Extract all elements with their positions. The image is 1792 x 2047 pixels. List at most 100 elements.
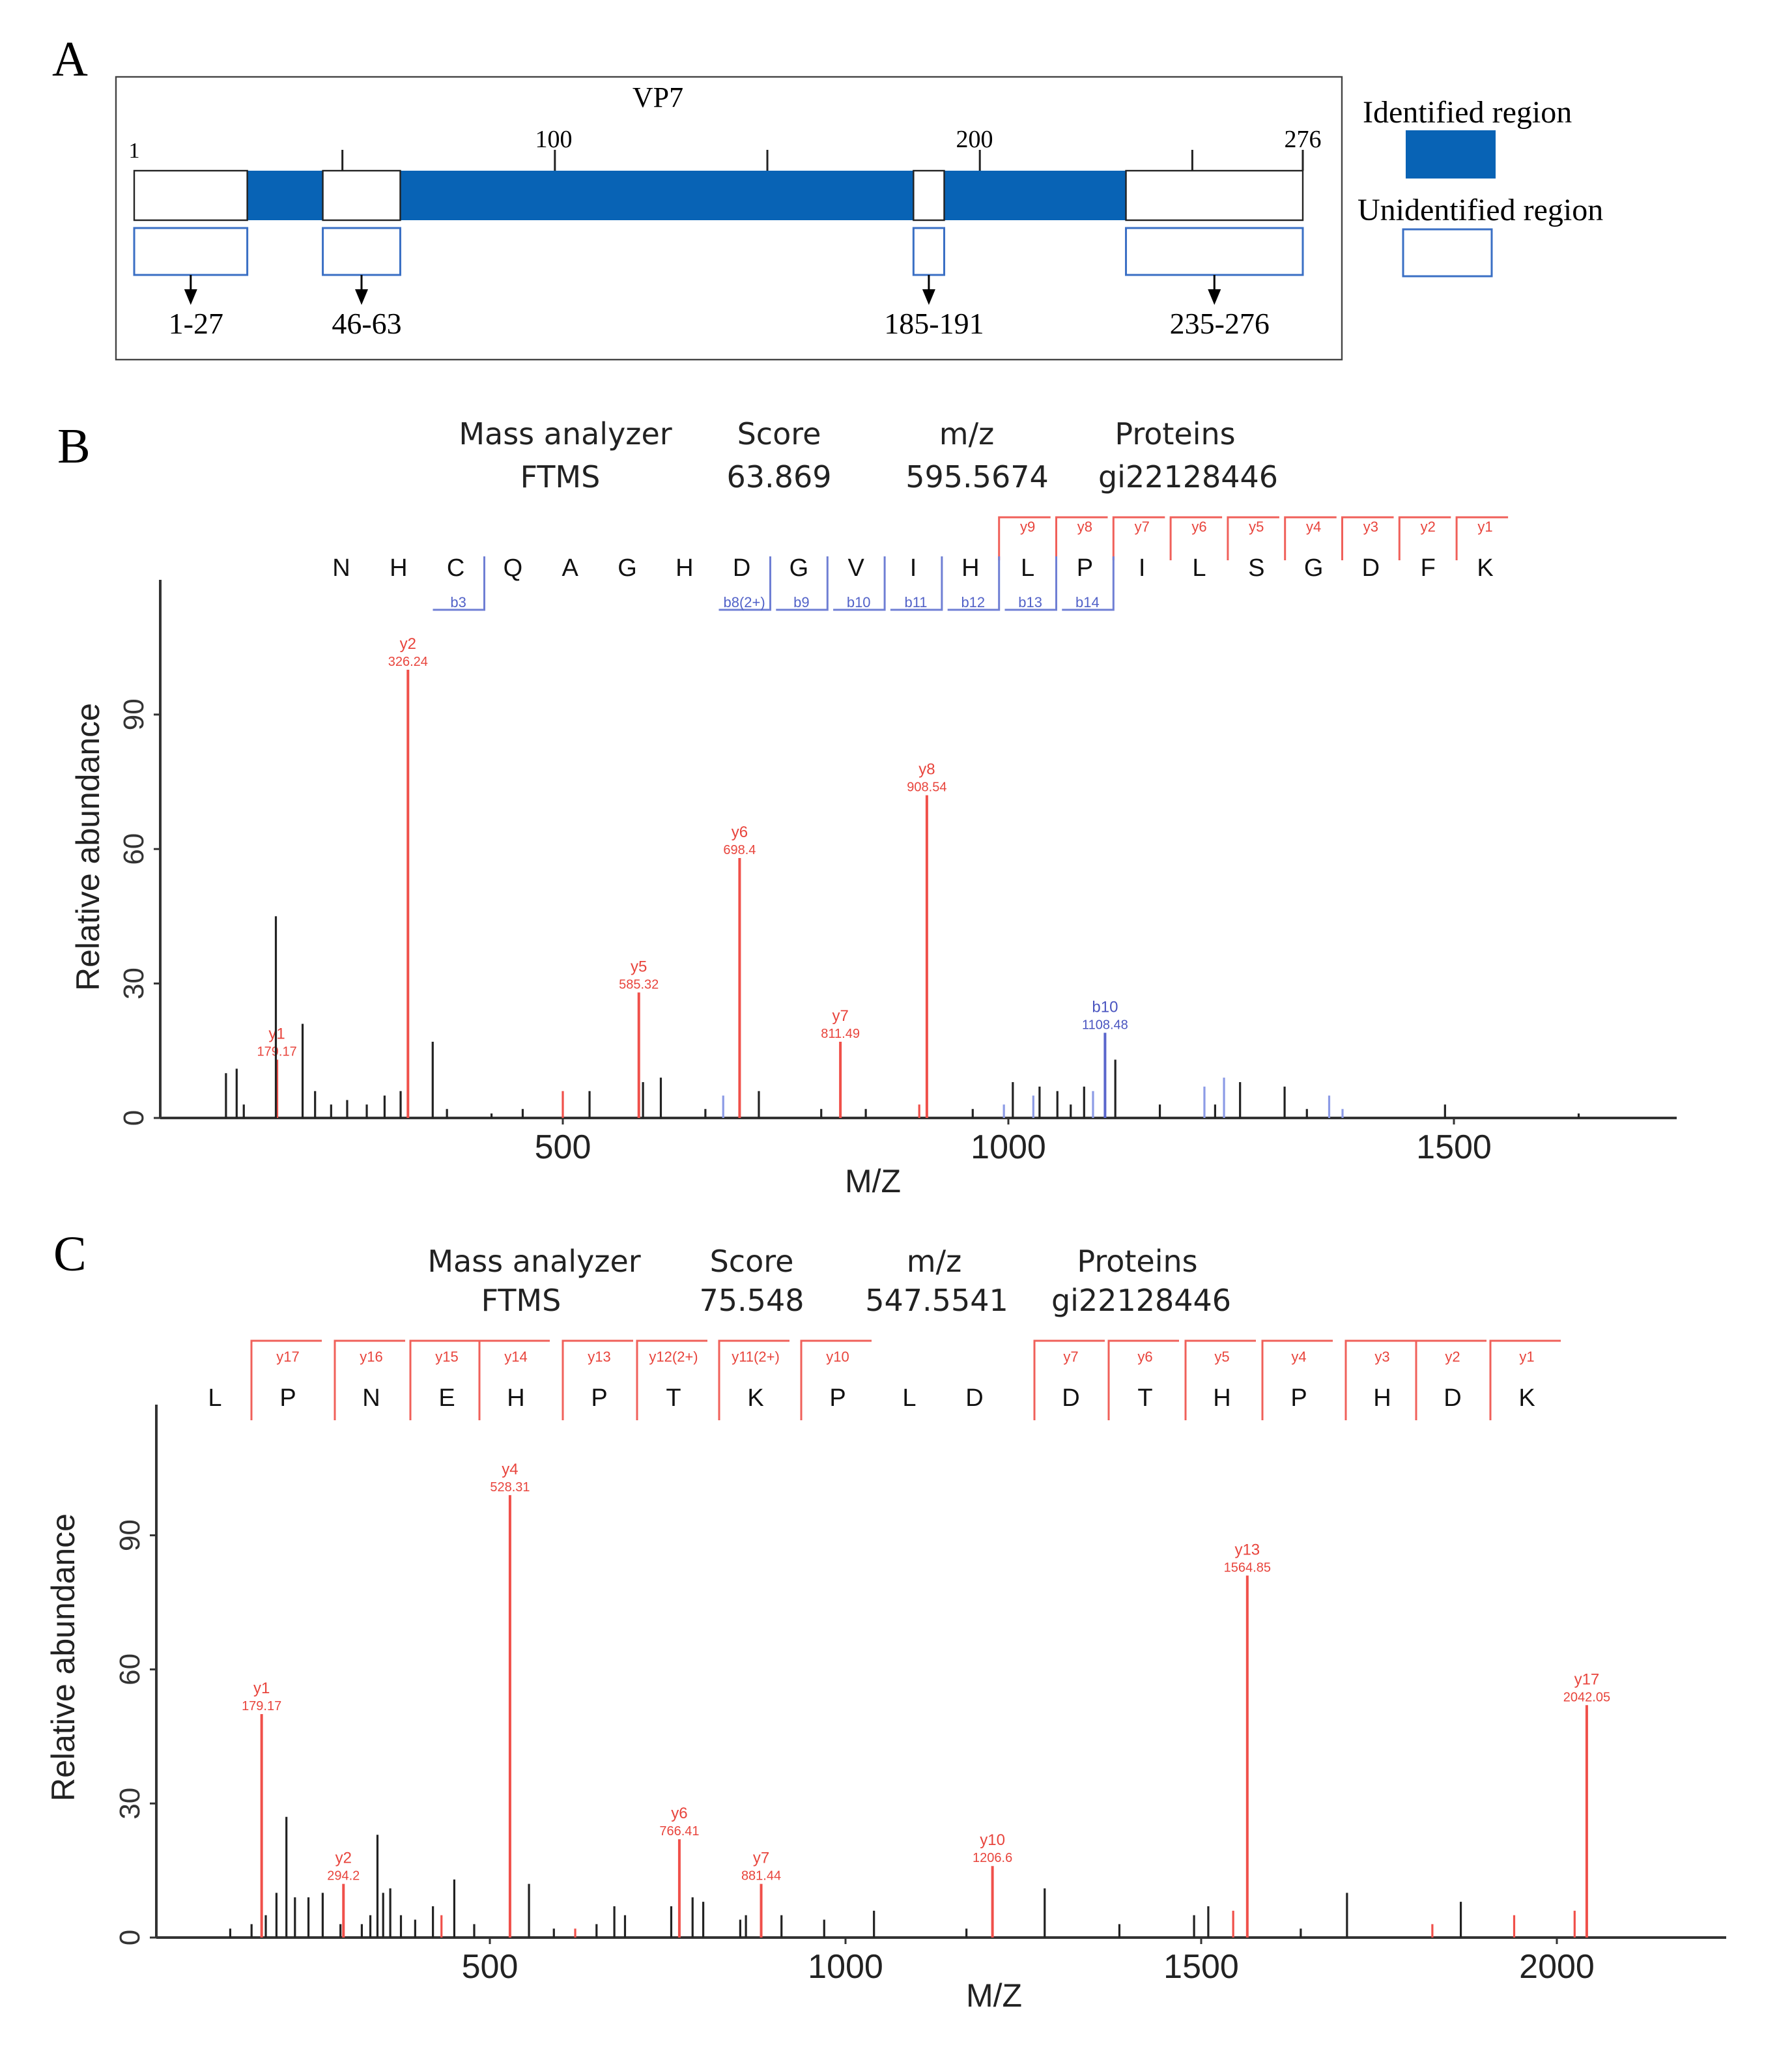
y-ion-bracket bbox=[562, 1339, 633, 1420]
peak-ion-label: y1 bbox=[268, 1025, 285, 1043]
y-tick-label: 60 bbox=[114, 1653, 146, 1685]
y-ion-bracket bbox=[250, 1339, 322, 1420]
residue: N bbox=[332, 554, 350, 582]
residue: G bbox=[1304, 554, 1324, 582]
score-value: 75.548 bbox=[700, 1283, 804, 1318]
y-ion-label: y6 bbox=[1191, 519, 1206, 535]
x-tick-label: 1000 bbox=[971, 1128, 1046, 1166]
legend-identified-label: Identified region bbox=[1363, 95, 1572, 130]
y-ion-label: y9 bbox=[1020, 519, 1035, 535]
b-ion-label: b3 bbox=[450, 594, 466, 610]
y-tick-label: 0 bbox=[118, 1110, 150, 1126]
peak-mz-label: 179.17 bbox=[257, 1045, 297, 1059]
x-tick-label: 500 bbox=[462, 1948, 519, 1986]
peak-ion-label: y6 bbox=[671, 1805, 687, 1822]
peak-ion-label: b10 bbox=[1092, 998, 1118, 1016]
b-ion-label: b9 bbox=[793, 594, 809, 610]
residue: K bbox=[747, 1384, 763, 1412]
residue: I bbox=[1139, 554, 1146, 582]
peak-mz-label: 528.31 bbox=[490, 1480, 530, 1495]
y-ion-bracket bbox=[1227, 516, 1279, 560]
diagram-frame bbox=[115, 76, 1343, 361]
y-tick-label: 90 bbox=[118, 698, 150, 730]
residue: P bbox=[829, 1384, 846, 1412]
mz-label: m/z bbox=[939, 416, 994, 451]
proteins-label: Proteins bbox=[1115, 416, 1235, 451]
y-ion-bracket bbox=[1112, 516, 1165, 560]
y-ion-bracket bbox=[800, 1339, 872, 1420]
mz-value: 595.5674 bbox=[905, 459, 1049, 494]
y-ion-bracket bbox=[1284, 516, 1337, 560]
y-ion-bracket bbox=[998, 516, 1051, 560]
residue: D bbox=[733, 554, 750, 582]
y-ion-label: y8 bbox=[1077, 519, 1092, 535]
arrow-down-icon bbox=[355, 289, 369, 305]
y-ion-label: y13 bbox=[588, 1349, 610, 1365]
peak-mz-label: 766.41 bbox=[659, 1824, 699, 1839]
unidentified-segment bbox=[913, 169, 945, 222]
unidentified-segment bbox=[133, 169, 248, 222]
residue: H bbox=[961, 554, 979, 582]
x-axis-label: M/Z bbox=[845, 1163, 901, 1199]
b-ion-label: b8(2+) bbox=[723, 594, 765, 610]
y-ion-label: y1 bbox=[1477, 519, 1492, 535]
peak-ion-label: y2 bbox=[335, 1850, 352, 1867]
y-ion-label: y6 bbox=[1137, 1349, 1152, 1365]
residue: Q bbox=[504, 554, 523, 582]
scale-label-200: 200 bbox=[956, 126, 993, 153]
region-range-label: 46-63 bbox=[332, 307, 401, 340]
peak-ion-label: y1 bbox=[253, 1680, 270, 1697]
residue: L bbox=[1192, 554, 1206, 582]
residue: C bbox=[447, 554, 464, 582]
y-ion-label: y5 bbox=[1249, 519, 1264, 535]
residue: I bbox=[910, 554, 917, 582]
peak-ion-label: y8 bbox=[918, 761, 935, 779]
peak-mz-label: 294.2 bbox=[327, 1869, 360, 1883]
peptide-sequence: N H C Q A G H D G V I H L P I L S G D F Ky9 y8 y7 y6 y5 y4 y3 y2 y1 b… bbox=[332, 516, 1509, 611]
peak-mz-label: 1564.85 bbox=[1224, 1560, 1271, 1575]
b-ion-bracket bbox=[718, 556, 771, 611]
y-ion-label: y7 bbox=[1063, 1349, 1078, 1365]
residue: D bbox=[1062, 1384, 1079, 1412]
protein-value: gi22128446 bbox=[1051, 1283, 1231, 1318]
score-label: Score bbox=[737, 416, 821, 451]
y-tick-label: 0 bbox=[114, 1930, 146, 1945]
b-ion-bracket bbox=[433, 556, 485, 611]
y-axis-label: Relative abundance bbox=[45, 1513, 81, 1801]
peak-ion-label: y13 bbox=[1234, 1541, 1260, 1558]
y-tick-label: 30 bbox=[118, 967, 150, 999]
y-tick-label: 60 bbox=[118, 833, 150, 865]
peak-mz-label: 908.54 bbox=[907, 780, 946, 795]
peak-mz-label: 2042.05 bbox=[1563, 1690, 1610, 1704]
y-ion-bracket bbox=[636, 1339, 707, 1420]
panel-label-a: A bbox=[52, 32, 88, 87]
peak-mz-label: 811.49 bbox=[821, 1027, 860, 1041]
unidentified-region-box bbox=[912, 227, 945, 276]
residue: G bbox=[618, 554, 637, 582]
legend-unidentified-label: Unidentified region bbox=[1358, 193, 1603, 227]
proteins-label: Proteins bbox=[1077, 1244, 1197, 1279]
y-ion-bracket bbox=[1398, 516, 1451, 560]
scale-label-100: 100 bbox=[535, 126, 573, 153]
peak-mz-label: 1206.6 bbox=[973, 1851, 1012, 1865]
y-ion-bracket bbox=[1455, 516, 1509, 560]
y-axis-label: Relative abundance bbox=[70, 703, 106, 991]
y-ion-label: y4 bbox=[1306, 519, 1321, 535]
vp7-coverage-diagram: VP7 1 100 200 276 1-27 46-63 185-191 235-27… bbox=[115, 76, 1603, 361]
scale-label-276: 276 bbox=[1285, 126, 1322, 153]
residue: V bbox=[848, 554, 865, 582]
y-ion-bracket bbox=[1344, 1339, 1416, 1420]
residue: F bbox=[1421, 554, 1436, 582]
peak-mz-label: 1108.48 bbox=[1082, 1018, 1128, 1032]
residue: N bbox=[362, 1384, 380, 1412]
y-ion-label: y7 bbox=[1135, 519, 1150, 535]
peak-mz-label: 326.24 bbox=[388, 655, 428, 669]
unidentified-region-box bbox=[133, 227, 249, 276]
unidentified-region-box bbox=[1125, 227, 1304, 276]
y-tick-label: 30 bbox=[114, 1788, 146, 1820]
peak-ion-label: y17 bbox=[1574, 1670, 1600, 1688]
mass-analyzer-value: FTMS bbox=[520, 459, 601, 494]
residue: L bbox=[208, 1384, 221, 1412]
y-ion-bracket bbox=[1107, 1339, 1179, 1420]
